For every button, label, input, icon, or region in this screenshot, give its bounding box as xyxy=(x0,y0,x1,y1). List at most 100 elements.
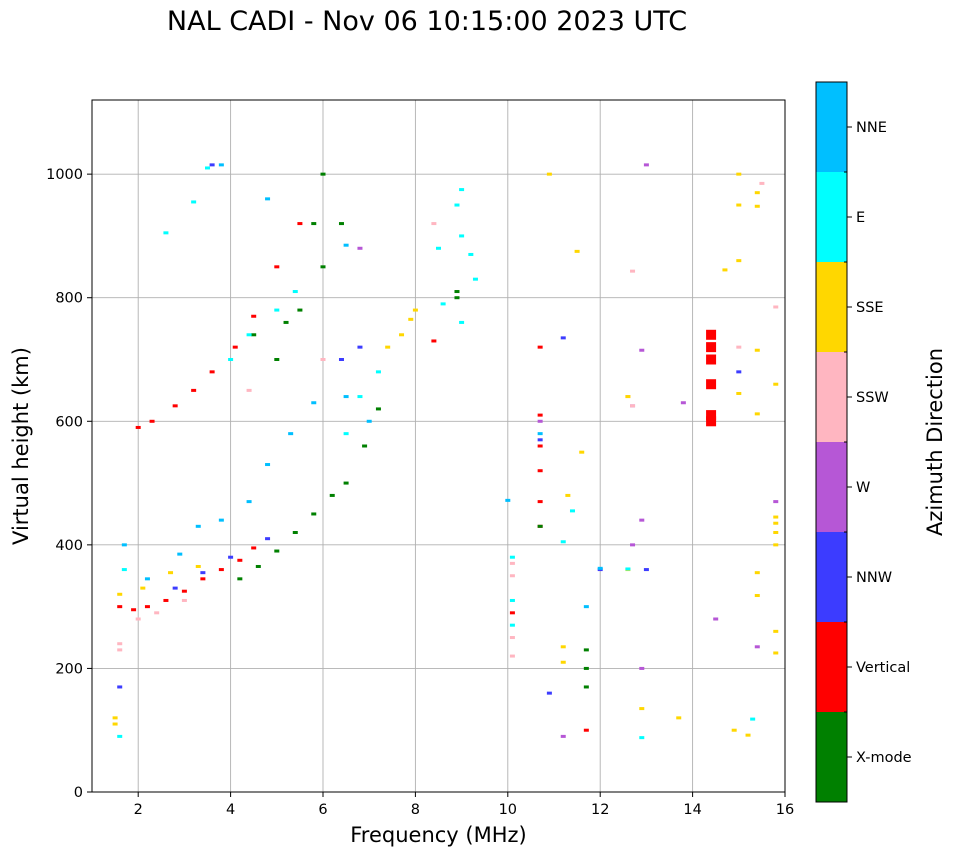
chart-title: NAL CADI - Nov 06 10:15:00 2023 UTC xyxy=(166,6,688,37)
echo-point xyxy=(375,370,381,374)
echo-point xyxy=(773,521,779,525)
echo-point xyxy=(459,234,465,238)
colorbar-tick-label: NNE xyxy=(856,120,887,136)
colorbar-segment xyxy=(816,712,847,802)
echo-point xyxy=(706,354,717,365)
echo-point xyxy=(274,308,280,312)
colorbar-segment xyxy=(816,82,847,172)
echo-point xyxy=(537,345,543,349)
echo-point xyxy=(643,568,649,572)
echo-point xyxy=(560,336,566,340)
echo-point xyxy=(639,348,645,352)
echo-point xyxy=(218,568,224,572)
echo-point xyxy=(195,524,201,528)
x-tick-label: 12 xyxy=(591,802,609,818)
echo-point xyxy=(292,290,298,294)
echo-point xyxy=(288,432,294,436)
x-tick-label: 4 xyxy=(226,802,235,818)
echo-point xyxy=(706,379,717,390)
echo-point xyxy=(537,444,543,448)
y-tick-label: 600 xyxy=(55,414,83,430)
echo-point xyxy=(297,308,303,312)
echo-point xyxy=(639,666,645,670)
echo-point xyxy=(274,358,280,361)
colorbar-label: Azimuth Direction xyxy=(923,348,947,536)
echo-point xyxy=(713,617,719,621)
y-tick-label: 1000 xyxy=(46,167,83,183)
echo-point xyxy=(754,645,760,649)
echo-point xyxy=(537,432,543,436)
series-ssw xyxy=(117,181,779,658)
series-x-mode xyxy=(237,172,589,689)
colorbar-segment xyxy=(816,352,847,442)
echo-point xyxy=(459,320,465,324)
echo-point xyxy=(537,469,543,473)
echo-point xyxy=(509,654,515,658)
echo-point xyxy=(112,716,118,720)
echo-point xyxy=(140,586,146,590)
echo-point xyxy=(144,605,150,609)
series-vertical xyxy=(117,222,717,732)
echo-point xyxy=(754,191,760,195)
colorbar-tick-label: Vertical xyxy=(856,660,910,676)
echo-point xyxy=(168,571,174,575)
series-sse xyxy=(112,172,779,737)
echo-point xyxy=(163,598,169,602)
echo-point xyxy=(265,463,271,467)
echo-point xyxy=(569,509,575,513)
echo-point xyxy=(509,561,515,565)
echo-point xyxy=(509,636,515,640)
echo-point xyxy=(639,736,645,740)
echo-point xyxy=(343,395,349,399)
echo-point xyxy=(509,555,515,559)
echo-point xyxy=(472,277,478,281)
echo-point xyxy=(357,246,363,250)
echo-point xyxy=(163,231,169,235)
echo-point xyxy=(745,733,751,737)
echo-point xyxy=(205,166,210,170)
echo-point xyxy=(357,345,363,349)
echo-point xyxy=(583,685,589,689)
echo-point xyxy=(209,163,215,167)
echo-point xyxy=(509,623,515,627)
colorbar-tick-label: SSW xyxy=(856,390,889,406)
colorbar-tick-label: E xyxy=(856,210,865,226)
echo-point xyxy=(149,419,155,423)
echo-point xyxy=(736,391,742,395)
echo-point xyxy=(583,605,589,609)
plot-area xyxy=(92,100,785,792)
echo-point xyxy=(436,246,441,250)
echo-point xyxy=(454,203,460,207)
echo-point xyxy=(459,188,465,192)
echo-point xyxy=(630,543,636,547)
y-axis: 0 200 400 600 800 1000 xyxy=(46,167,92,801)
echo-point xyxy=(117,592,123,596)
echo-point xyxy=(706,416,717,427)
echo-point xyxy=(228,358,234,361)
echo-point xyxy=(731,728,737,732)
echo-point xyxy=(172,586,178,590)
echo-point xyxy=(357,395,363,399)
echo-point xyxy=(274,265,280,269)
echo-point xyxy=(706,342,717,353)
echo-point xyxy=(311,401,317,405)
echo-point xyxy=(320,265,326,269)
echo-point xyxy=(431,222,437,226)
echo-point xyxy=(639,518,645,522)
echo-point xyxy=(750,717,756,721)
echo-point xyxy=(560,540,566,544)
echo-point xyxy=(311,512,317,516)
echo-point xyxy=(195,564,201,568)
colorbar-tick-label: NNW xyxy=(856,570,892,586)
series-nnw xyxy=(117,163,742,695)
echo-point xyxy=(311,222,317,226)
x-tick-label: 10 xyxy=(499,802,517,818)
echo-point xyxy=(218,518,224,522)
echo-point xyxy=(625,395,631,399)
echo-point xyxy=(773,651,779,655)
echo-point xyxy=(274,549,280,553)
echo-point xyxy=(251,314,257,318)
echo-point xyxy=(537,419,543,423)
echo-point xyxy=(754,594,760,598)
echo-point xyxy=(773,531,779,534)
